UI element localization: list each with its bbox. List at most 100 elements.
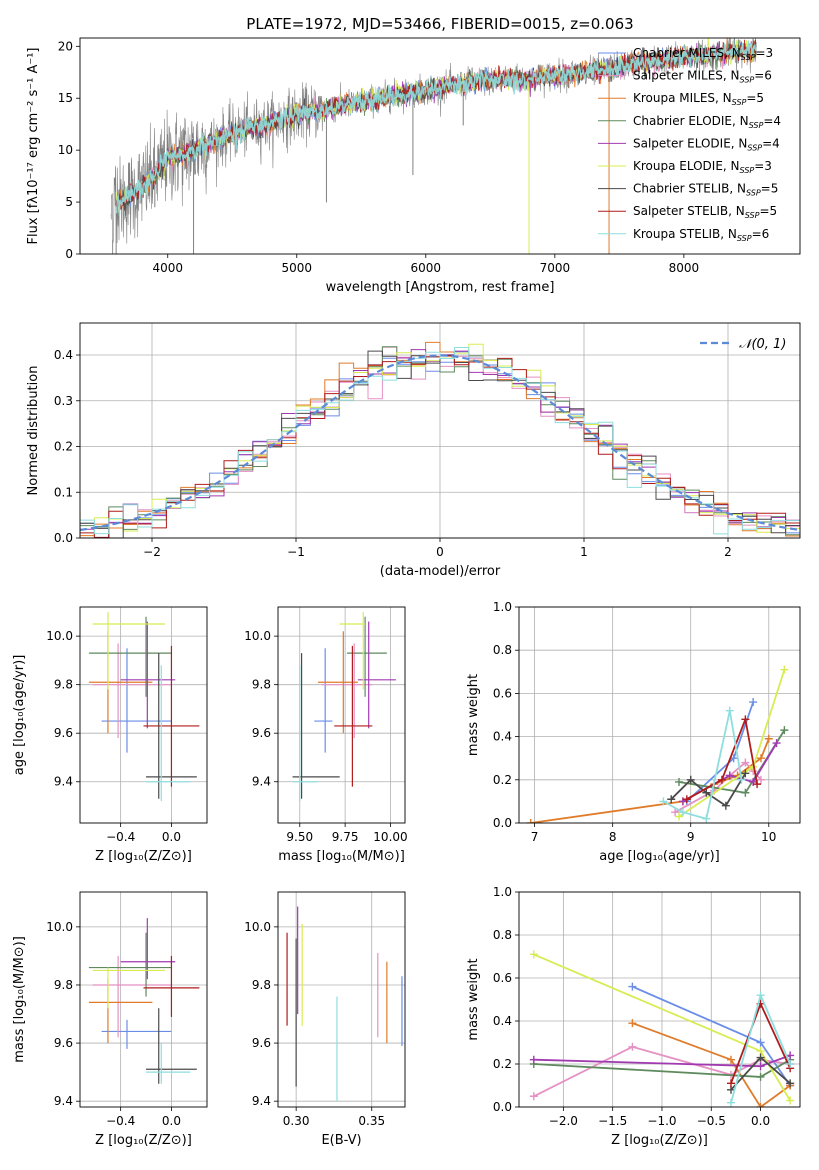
weight-marker-salpeter_elodie [756, 1062, 765, 1071]
x-tick-label: 10 [761, 830, 776, 844]
y-tick-label: 10.0 [46, 920, 73, 934]
x-tick-label: 0.0 [751, 1114, 770, 1128]
weight-marker-kroupa_elodie [786, 1096, 795, 1105]
weight-marker-salpeter_elodie [772, 739, 781, 748]
x-tick-label: 6000 [411, 261, 442, 275]
y-tick-label: 9.6 [252, 726, 271, 740]
age_vs_Z-panel: −0.4 0.0 9.4 9.6 9.8 10.0 Z [log₁₀(Z/Z⊙)] age [… [12, 606, 208, 864]
weight-marker-chabrier_miles [756, 1038, 765, 1047]
y-tick-label: 9.8 [54, 678, 73, 692]
x-tick-label: −2.0 [549, 1114, 578, 1128]
y-tick-label: 0.1 [54, 485, 73, 499]
age_vs_Z-points [88, 611, 200, 802]
weight-marker-kroupa_miles [526, 819, 535, 823]
y-tick-label: 10.0 [244, 920, 271, 934]
spectrum-model-line-kroupa_stelib [116, 39, 757, 216]
weight-line-salpeter_stelib [686, 715, 758, 800]
y-tick-label: 9.4 [54, 775, 73, 789]
x-tick-label: 5000 [282, 261, 313, 275]
legend-entry-kroupa_elodie: Kroupa ELODIE, NSSP=3 [633, 159, 772, 175]
weight-marker-kroupa_stelib [786, 1060, 795, 1068]
y-tick-label: 10 [58, 143, 73, 157]
weight-marker-kroupa_stelib [725, 706, 734, 715]
spectrum-data-group [110, 38, 757, 254]
weight-marker-salpeter_stelib [717, 775, 726, 784]
y-tick-label: 10.0 [46, 629, 73, 643]
weight-marker-salpeter_elodie [529, 1055, 538, 1064]
x-tick-label: −1.5 [598, 1114, 627, 1128]
mass_vs_Z-panel: −0.4 0.0 9.4 9.6 9.8 10.0 Z [log₁₀(Z/Z⊙)] mass … [12, 891, 208, 1148]
y-tick-label: 0.2 [493, 1057, 512, 1071]
weight-marker-kroupa_miles [628, 1019, 637, 1028]
weight-marker-kroupa_stelib [702, 814, 711, 823]
legend-entry-chabrier_miles: Chabrier MILES, NSSP=3 [633, 46, 773, 62]
axes-frame [79, 322, 801, 539]
x-tick-label: −0.4 [106, 1114, 135, 1128]
x-tick-label: 8000 [669, 261, 700, 275]
weight-marker-chabrier_stelib [786, 1079, 795, 1088]
weight-marker-salpeter_miles [741, 758, 750, 767]
weight-marker-kroupa_stelib [678, 808, 687, 817]
weight-marker-chabrier_elodie [756, 1072, 765, 1081]
weight-marker-salpeter_stelib [741, 715, 750, 724]
x-tick-label: −0.4 [106, 830, 135, 844]
weight-marker-chabrier_stelib [741, 769, 750, 778]
residual-panel: −2 −1 0 1 2 0.0 0.1 0.2 0.3 0.4 (data-model)/error… [26, 322, 801, 579]
x-tick-label: 0.30 [283, 1114, 310, 1128]
x-tick-label: 9 [687, 830, 695, 844]
weight-marker-salpeter_miles [628, 1042, 637, 1051]
x-tick-label: 10.00 [373, 830, 407, 844]
figure-title: PLATE=1972, MJD=53466, FIBERID=0015, z=0… [246, 15, 633, 33]
y-tick-label: 9.8 [252, 678, 271, 692]
mass_vs_Z-points [88, 918, 200, 1084]
y-tick-label: 9.8 [252, 978, 271, 992]
axes-frame [518, 891, 801, 1108]
legend-entry-kroupa_stelib: Kroupa STELIB, NSSP=6 [633, 227, 769, 243]
axes-frame [277, 891, 406, 1108]
weight_vs_Z-lines [529, 950, 795, 1107]
y-tick-label: 1.0 [493, 885, 512, 899]
weight_vs_age-panel: 7 8 9 10 0.0 0.2 0.4 0.6 0.8 1.0 age [log₁₀(age/yr… [466, 600, 801, 864]
axes-frame [277, 606, 406, 824]
y-tick-label: 9.4 [252, 1094, 271, 1108]
age_vs_mass-panel: 9.50 9.75 10.00 9.4 9.6 9.8 10.0 mass [log₁₀(M/… [244, 606, 408, 864]
y-tick-label: 0.0 [493, 1100, 512, 1114]
weight-marker-salpeter_stelib [682, 795, 691, 804]
x-axis-label: wavelength [Angstrom, rest frame] [326, 280, 555, 295]
y-tick-label: 0.6 [493, 686, 512, 700]
legend-entry-normal: 𝒩(0, 1) [739, 337, 786, 352]
mass_vs_ebv-panel: 0.30 0.35 9.4 9.6 9.8 10.0 E(B-V) [244, 891, 406, 1148]
weight_vs_Z-panel: −2.0 −1.5 −1.0 −0.5 0.0 0.0 0.2 0.4 0.6 0.8 1.0 Z [… [466, 885, 801, 1148]
axes-frame [79, 606, 208, 824]
normal-curve [80, 354, 800, 532]
weight-marker-kroupa_stelib [659, 797, 668, 806]
x-axis-label: (data-model)/error [380, 564, 501, 579]
y-tick-label: 0.4 [493, 730, 512, 744]
legend-entry-salpeter_elodie: Salpeter ELODIE, NSSP=4 [633, 136, 780, 152]
x-tick-label: 0.0 [162, 1114, 181, 1128]
weight-marker-chabrier_elodie [780, 726, 789, 735]
y-tick-label: 9.4 [252, 775, 271, 789]
y-axis-label: Flux [fλ10⁻¹⁷ erg cm⁻² s⁻¹ A⁻¹] [26, 48, 41, 245]
spectrum-legend: Chabrier MILES, NSSP=3 Salpeter MILES, NS… [598, 46, 781, 243]
mass_vs_ebv-points [286, 906, 403, 1102]
y-tick-label: 0.0 [493, 816, 512, 830]
weight-marker-chabrier_miles [628, 982, 637, 991]
x-tick-label: 9.75 [332, 830, 359, 844]
y-tick-label: 0.8 [493, 928, 512, 942]
x-tick-label: 0 [436, 545, 444, 559]
weight-marker-kroupa_elodie [780, 665, 789, 674]
weight-marker-salpeter_miles [529, 1092, 538, 1101]
y-tick-label: 0.6 [493, 971, 512, 985]
weight-marker-kroupa_miles [756, 754, 765, 763]
x-tick-label: 9.50 [286, 830, 313, 844]
x-axis-label: Z [log₁₀(Z/Z⊙)] [95, 1133, 192, 1148]
y-axis-label: Normed distribution [26, 366, 41, 496]
x-axis-label: Z [log₁₀(Z/Z⊙)] [95, 849, 192, 864]
x-axis-label: Z [log₁₀(Z/Z⊙)] [611, 1133, 708, 1148]
spectrum-panel: 4000 5000 6000 7000 8000 0 5 10 15 20 wavelength [… [26, 37, 801, 295]
y-tick-label: 0.3 [54, 394, 73, 408]
y-tick-label: 9.6 [54, 726, 73, 740]
y-tick-label: 0 [65, 247, 73, 261]
